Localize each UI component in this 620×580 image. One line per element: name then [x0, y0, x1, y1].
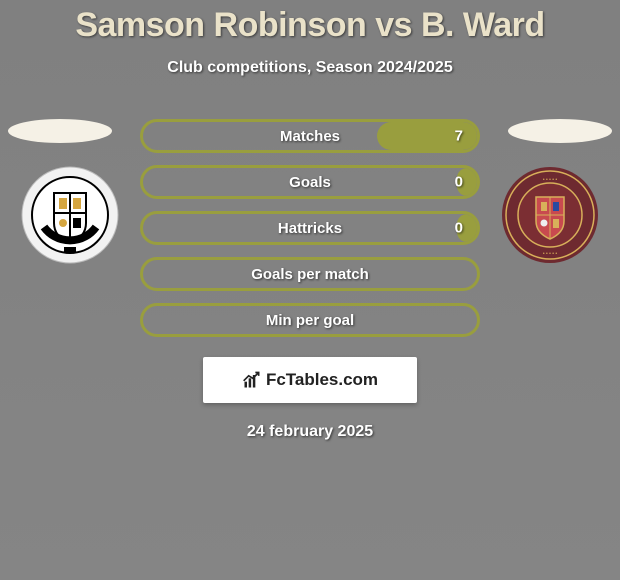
- stat-label: Hattricks: [278, 220, 342, 237]
- stat-label: Goals: [289, 174, 331, 191]
- stat-label: Min per goal: [266, 312, 354, 329]
- chart-icon: [242, 370, 262, 390]
- date-label: 24 february 2025: [0, 423, 620, 441]
- content-area: • • • • • • • • • • Matches 7 Goals 0 Ha…: [0, 119, 620, 441]
- stat-row-goals-per-match: Goals per match: [140, 257, 480, 291]
- stat-label: Matches: [280, 128, 340, 145]
- page-title: Samson Robinson vs B. Ward: [0, 0, 620, 45]
- source-logo[interactable]: FcTables.com: [203, 357, 417, 403]
- stat-row-goals: Goals 0: [140, 165, 480, 199]
- svg-text:• • • • •: • • • • •: [543, 177, 558, 183]
- player-photo-placeholder-right: [508, 119, 612, 143]
- source-logo-text: FcTables.com: [266, 370, 378, 390]
- svg-text:• • • • •: • • • • •: [543, 251, 558, 257]
- stat-row-min-per-goal: Min per goal: [140, 303, 480, 337]
- stat-row-hattricks: Hattricks 0: [140, 211, 480, 245]
- stat-value: 7: [455, 128, 463, 145]
- stat-row-matches: Matches 7: [140, 119, 480, 153]
- stat-label: Goals per match: [251, 266, 369, 283]
- stat-value: 0: [455, 174, 463, 191]
- club-badge-right: • • • • • • • • • •: [500, 165, 600, 265]
- accrington-crest-icon: • • • • • • • • • •: [500, 165, 600, 265]
- port-vale-crest-icon: [20, 165, 120, 265]
- stats-list: Matches 7 Goals 0 Hattricks 0 Goals per …: [140, 119, 480, 337]
- stat-value: 0: [455, 220, 463, 237]
- player-photo-placeholder-left: [8, 119, 112, 143]
- page-subtitle: Club competitions, Season 2024/2025: [0, 59, 620, 77]
- club-badge-left: [20, 165, 120, 265]
